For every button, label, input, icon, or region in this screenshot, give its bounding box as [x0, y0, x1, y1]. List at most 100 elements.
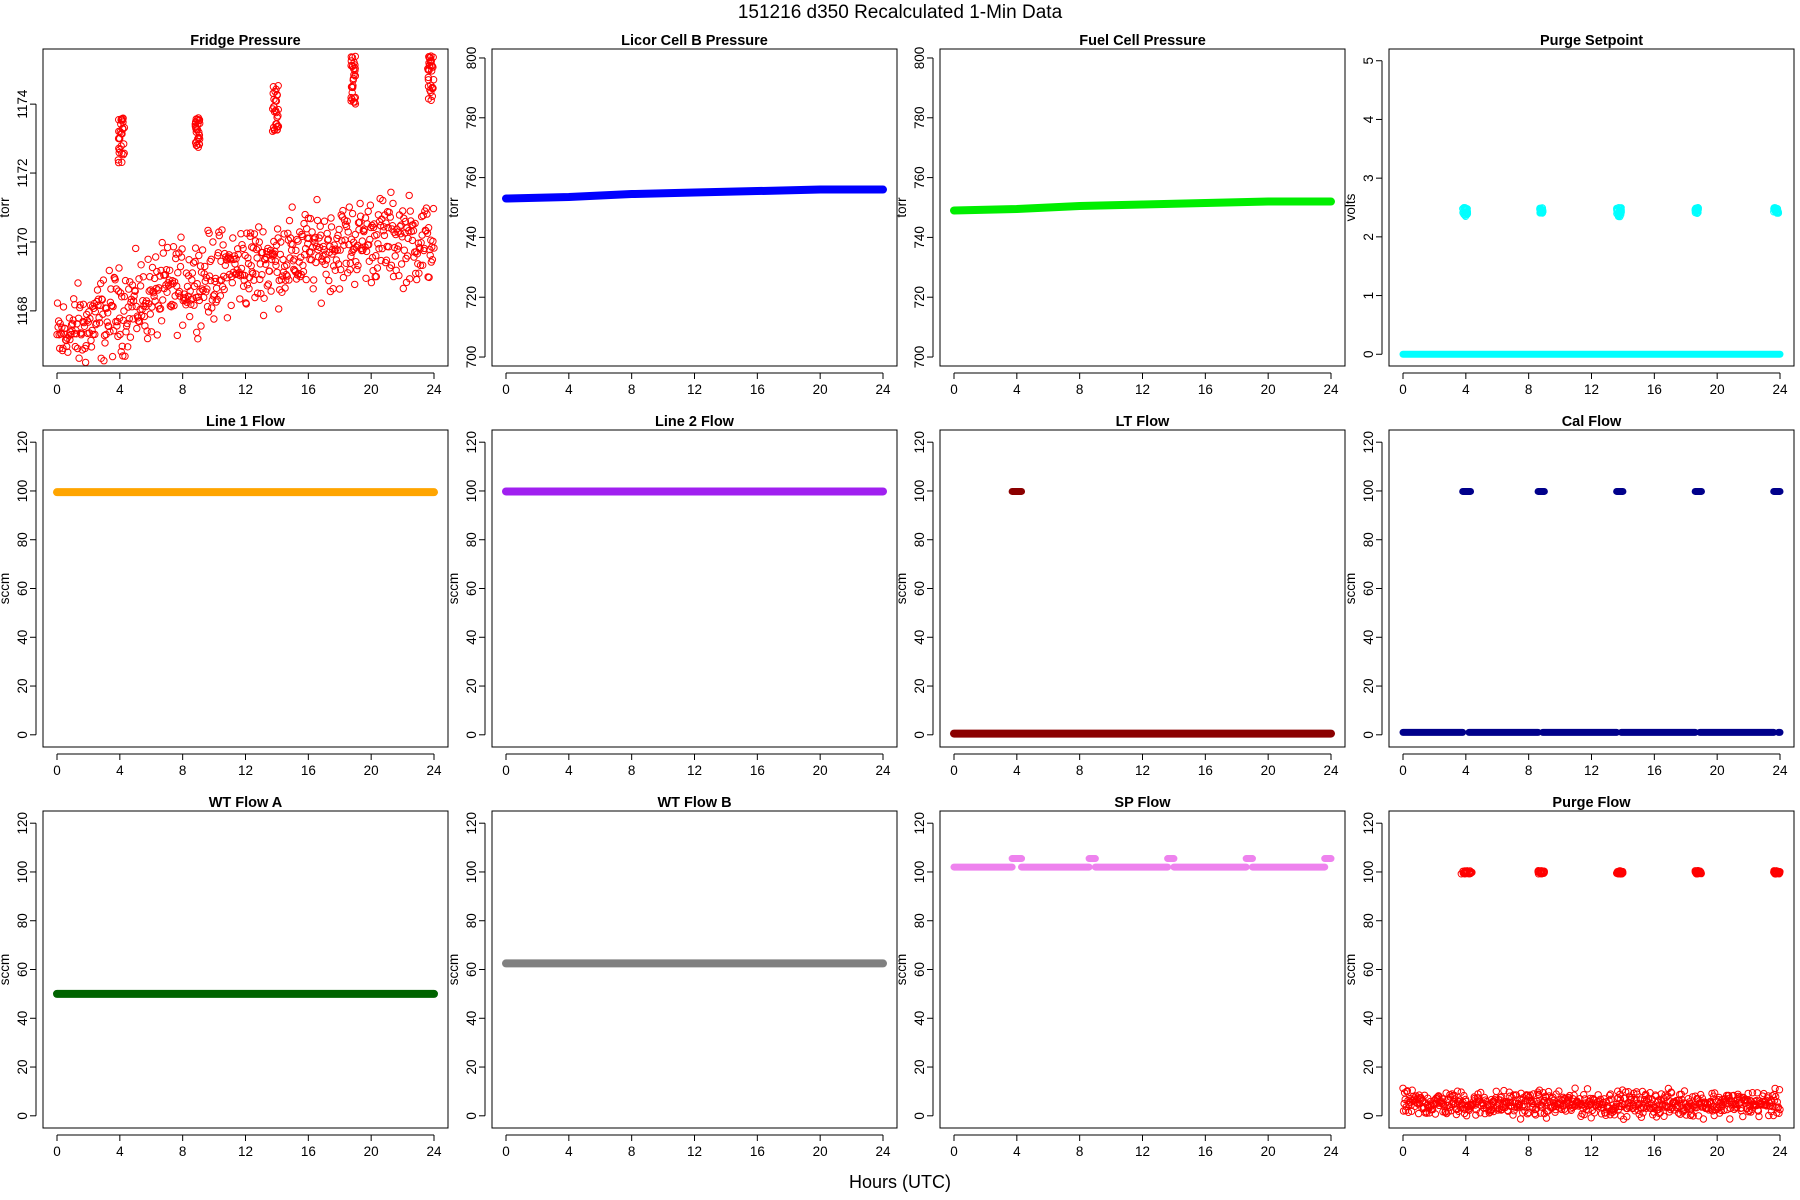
data-point [335, 225, 343, 234]
plot-area [950, 487, 1335, 738]
data-point [362, 274, 370, 282]
plot-area [1399, 867, 1784, 1123]
y-tick-label: 40 [912, 1011, 927, 1026]
data-point [382, 256, 391, 264]
data-point [328, 245, 337, 254]
y-tick-label: 0 [15, 731, 30, 739]
data-point [280, 230, 288, 238]
data-point [382, 219, 390, 227]
data-point [337, 265, 345, 274]
data-point [1697, 868, 1705, 876]
plot-frame [42, 48, 449, 367]
y-tick-label: 120 [912, 431, 927, 454]
data-point [253, 289, 262, 297]
data-point [1580, 1091, 1588, 1099]
data-point [1622, 1088, 1630, 1096]
data-point [397, 260, 406, 268]
data-point [1555, 1087, 1563, 1095]
data-point [313, 195, 321, 204]
data-point [298, 232, 307, 241]
panel-cal-flow: Cal Flow 0 4 8 12 16 20 24 0 20 40 60 80 100 120 sccm [1343, 414, 1795, 778]
data-point [74, 279, 82, 287]
plot-frame [1388, 429, 1795, 748]
y-axis-label: torr [0, 197, 12, 218]
data-point [332, 256, 341, 264]
plot-frame [1388, 48, 1795, 367]
data-point [169, 243, 178, 251]
data-point [120, 140, 128, 148]
data-point [194, 335, 202, 343]
data-point [401, 217, 410, 226]
data-point [1512, 1091, 1521, 1099]
data-point [190, 301, 198, 309]
y-tick-label: 60 [464, 962, 479, 977]
data-point [118, 149, 126, 158]
x-tick-label: 4 [565, 763, 573, 778]
y-tick-label: 40 [15, 1011, 30, 1026]
panel-title: Licor Cell B Pressure [621, 33, 768, 49]
data-point [387, 261, 396, 269]
x-tick-label: 20 [1710, 1144, 1725, 1159]
plot-frame [939, 48, 1346, 367]
data-point [1477, 1088, 1485, 1097]
data-point [186, 287, 194, 295]
data-point [117, 347, 125, 356]
data-point [192, 128, 201, 136]
y-tick-label: 1170 [15, 227, 30, 256]
data-point [147, 328, 156, 336]
x-tick-label: 4 [1462, 382, 1470, 397]
y-tick-label: 800 [464, 47, 479, 70]
data-point [232, 255, 240, 263]
x-tick-label: 24 [1772, 763, 1788, 778]
data-point [155, 284, 163, 292]
data-point [306, 214, 315, 223]
data-point [404, 234, 412, 243]
x-tick-label: 8 [1076, 382, 1084, 397]
y-tick-label: 80 [15, 532, 30, 547]
x-tick-label: 24 [426, 382, 442, 397]
data-point [73, 344, 82, 353]
x-tick-label: 4 [565, 1144, 573, 1159]
y-tick-label: 5 [1361, 57, 1376, 65]
data-point [1463, 868, 1471, 877]
data-point [98, 296, 107, 304]
data-point [1654, 1096, 1663, 1104]
y-tick-label: 120 [1361, 431, 1376, 454]
data-point [120, 307, 128, 315]
data-point [116, 330, 124, 339]
x-tick-label: 4 [1013, 763, 1021, 778]
data-point [335, 285, 344, 293]
data-point [429, 237, 437, 246]
data-point [419, 261, 427, 269]
data-point [66, 335, 74, 344]
x-tick-label: 12 [238, 1144, 253, 1159]
figure-x-axis-label: Hours (UTC) [849, 1172, 951, 1192]
data-point [1500, 1086, 1508, 1095]
plot-frame [491, 48, 898, 367]
x-tick-label: 16 [1198, 763, 1213, 778]
x-tick-label: 20 [364, 1144, 379, 1159]
series-2 [1536, 204, 1547, 217]
data-point [1772, 869, 1781, 877]
x-tick-label: 12 [1584, 382, 1599, 397]
y-tick-label: 760 [912, 166, 927, 189]
x-tick-label: 20 [364, 382, 379, 397]
data-point [277, 276, 286, 284]
x-tick-label: 24 [1323, 1144, 1339, 1159]
y-tick-label: 100 [464, 480, 479, 503]
y-tick-label: 100 [464, 861, 479, 884]
x-tick-label: 0 [950, 382, 958, 397]
data-point [285, 276, 293, 284]
data-point [93, 286, 102, 294]
y-axis: 1168 1170 1172 1174 torr [0, 89, 37, 325]
data-point [419, 211, 427, 220]
x-tick-label: 8 [179, 382, 187, 397]
data-point [1570, 1091, 1578, 1099]
y-tick-label: 120 [464, 812, 479, 835]
data-point [348, 83, 356, 91]
x-tick-label: 8 [628, 382, 636, 397]
data-point [1407, 1107, 1416, 1115]
plot-frame [1388, 810, 1795, 1129]
x-tick-label: 16 [301, 1144, 316, 1159]
x-tick-label: 12 [687, 382, 702, 397]
